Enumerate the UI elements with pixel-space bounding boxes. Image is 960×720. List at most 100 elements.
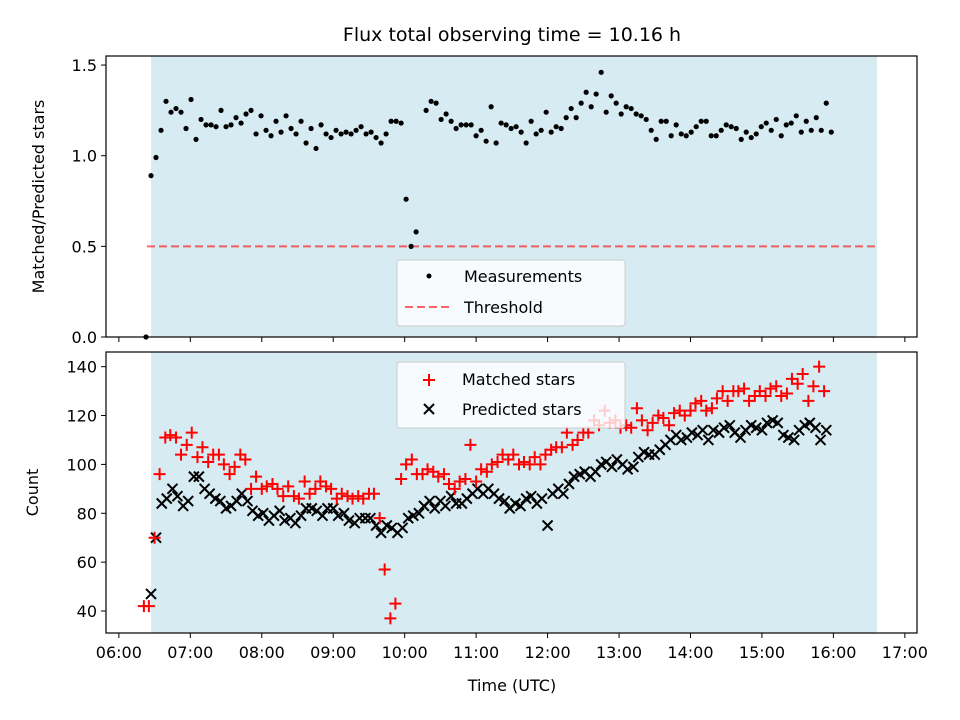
- matched-star-point: [395, 473, 408, 486]
- measurement-point: [658, 118, 664, 124]
- top-axes-frame: [105, 55, 918, 338]
- predicted-star-point: [707, 424, 720, 436]
- predicted-star-point: [231, 495, 243, 507]
- measurement-point: [413, 229, 419, 235]
- measurement-point: [253, 131, 259, 137]
- measurement-point: [503, 122, 509, 128]
- matched-star-point: [223, 468, 236, 481]
- matched-star-point: [432, 470, 445, 483]
- predicted-star-point: [568, 470, 580, 483]
- measurement-point: [603, 109, 609, 115]
- matched-star-point: [770, 380, 783, 393]
- measurement-point: [753, 131, 759, 137]
- measurement-point: [523, 140, 529, 146]
- matched-star-point: [159, 431, 172, 444]
- measurement-point: [488, 104, 494, 110]
- top-x-ticks: [118, 337, 906, 342]
- matched-star-point: [175, 448, 188, 461]
- measurement-point: [583, 89, 589, 95]
- matched-star-point: [180, 438, 193, 451]
- measurement-point: [383, 131, 389, 137]
- matched-legend-marker: [423, 374, 435, 386]
- predicted-star-point: [718, 422, 730, 434]
- measurement-point: [443, 111, 449, 117]
- bottom-y-axis: 40 60 80 100 120 140: [66, 358, 106, 621]
- predicted-star-point: [557, 488, 570, 500]
- matched-star-point: [389, 597, 402, 610]
- matched-star-point: [791, 377, 804, 390]
- matched-star-point: [759, 389, 772, 402]
- measurement-point: [398, 120, 404, 126]
- measurement-point: [273, 118, 279, 124]
- measurement-point: [378, 140, 384, 146]
- measurement-point: [743, 129, 749, 135]
- matched-star-point: [470, 475, 483, 488]
- x-tick-label: 08:00: [239, 643, 285, 662]
- measurement-point: [228, 122, 234, 128]
- measurement-point: [703, 118, 709, 124]
- matched-star-point: [217, 458, 230, 471]
- matched-star-point: [507, 448, 520, 461]
- matched-star-point: [732, 385, 745, 398]
- measurement-point: [198, 116, 204, 123]
- x-tick-label: 10:00: [382, 643, 428, 662]
- measurement-point: [688, 129, 694, 135]
- measurement-point: [363, 131, 369, 137]
- measurement-point: [448, 118, 454, 124]
- x-tick-label: 13:00: [596, 643, 642, 662]
- matched-star-point: [513, 458, 526, 471]
- matched-star-point: [796, 367, 809, 380]
- measurement-point: [558, 125, 564, 132]
- matched-star-point: [245, 482, 258, 495]
- measurement-point: [428, 98, 434, 104]
- measurement-point: [758, 124, 764, 130]
- predicted-star-point: [407, 510, 419, 522]
- predicted-legend-label: Predicted stars: [462, 400, 582, 419]
- matched-star-point: [646, 416, 659, 429]
- matched-star-point: [341, 490, 354, 503]
- measurement-point: [723, 122, 729, 128]
- measurement-point: [623, 104, 629, 110]
- bottom-legend: Matched stars Predicted stars: [396, 361, 626, 429]
- matched-star-point: [271, 482, 284, 495]
- x-tick-label: 14:00: [667, 643, 713, 662]
- measurement-point: [798, 129, 804, 135]
- measurement-point: [518, 129, 524, 135]
- x-tick-label: 16:00: [810, 643, 856, 662]
- measurement-point: [223, 124, 229, 130]
- measurement-point: [828, 129, 834, 135]
- y-tick-label: 140: [66, 358, 97, 377]
- measurement-point: [323, 131, 329, 137]
- measurement-point: [608, 93, 614, 99]
- predicted-star-point: [413, 507, 425, 519]
- bottom-y-axis-label: Count: [23, 469, 42, 517]
- measurement-point: [338, 131, 344, 137]
- top-legend-box: [396, 259, 626, 327]
- bottom-legend-box: [396, 361, 626, 429]
- measurement-point: [158, 127, 164, 133]
- predicted-star-point: [375, 527, 387, 539]
- measurement-point: [668, 133, 674, 139]
- x-tick-label: 15:00: [739, 643, 785, 662]
- measurement-point: [203, 122, 209, 128]
- predicted-star-point: [627, 461, 640, 473]
- predicted-star-point: [724, 419, 736, 432]
- predicted-star-point: [621, 463, 634, 475]
- matched-star-point: [545, 443, 558, 456]
- matched-star-point: [298, 475, 311, 488]
- predicted-star-point: [327, 502, 339, 515]
- matched-star-point: [534, 458, 547, 471]
- matched-star-point: [813, 360, 826, 373]
- predicted-star-point: [188, 470, 200, 483]
- measurements-legend-label: Measurements: [464, 267, 582, 286]
- matched-star-point: [191, 451, 204, 464]
- measurement-point: [173, 105, 179, 112]
- matched-star-point: [475, 463, 488, 476]
- matched-star-point: [571, 433, 584, 446]
- measurement-point: [188, 96, 194, 103]
- matched-star-point: [710, 392, 723, 405]
- measurement-point: [598, 69, 604, 75]
- predicted-star-point: [675, 434, 687, 446]
- predicted-star-point: [338, 507, 350, 519]
